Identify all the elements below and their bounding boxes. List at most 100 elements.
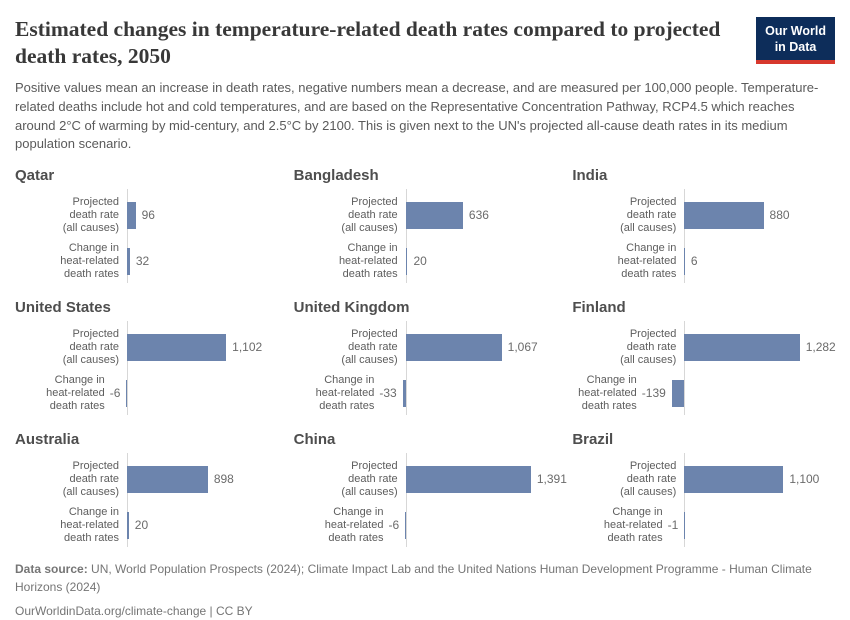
bar[interactable] xyxy=(127,466,208,493)
chart-subtitle: Positive values mean an increase in deat… xyxy=(15,79,835,154)
bar-value-label: 1,391 xyxy=(537,472,567,486)
page-title: Estimated changes in temperature-related… xyxy=(15,16,756,69)
facet-country-title: Australia xyxy=(15,431,278,449)
bar[interactable] xyxy=(127,202,136,229)
bar[interactable] xyxy=(406,466,531,493)
bar-track xyxy=(406,372,557,414)
bar-value-label: 1,100 xyxy=(789,472,819,486)
bar-value-label: 32 xyxy=(136,254,149,268)
bar-value-label: 636 xyxy=(469,208,489,222)
bar[interactable] xyxy=(127,334,226,361)
owid-logo-line2: in Data xyxy=(765,40,826,56)
bar-track: 898 xyxy=(127,458,278,500)
bar[interactable] xyxy=(684,248,685,275)
bar-value-label: 880 xyxy=(770,208,790,222)
bar[interactable] xyxy=(672,380,685,407)
bar-track: 6 xyxy=(684,240,835,282)
bar-value-label: 898 xyxy=(214,472,234,486)
bar[interactable] xyxy=(406,248,408,275)
bar-track: 1,391 xyxy=(406,458,557,500)
bar[interactable] xyxy=(127,248,130,275)
bar-value-label: 20 xyxy=(135,518,148,532)
bar[interactable] xyxy=(684,202,763,229)
bar-value-label: 1,282 xyxy=(806,340,836,354)
bar[interactable] xyxy=(406,202,463,229)
bar[interactable] xyxy=(684,466,783,493)
bar-value-label: -6 xyxy=(388,518,399,532)
bar-track: 1,282 xyxy=(684,326,835,368)
data-source-line: Data source: UN, World Population Prospe… xyxy=(15,561,835,596)
owid-logo[interactable]: Our World in Data xyxy=(756,17,835,64)
facet-country-title: India xyxy=(572,167,835,185)
bar-value-label: -1 xyxy=(668,518,679,532)
bar[interactable] xyxy=(406,334,502,361)
bar[interactable] xyxy=(127,512,129,539)
bar[interactable] xyxy=(405,512,406,539)
facet-country-title: Brazil xyxy=(572,431,835,449)
facet-country-title: Bangladesh xyxy=(294,167,557,185)
bar[interactable] xyxy=(403,380,406,407)
bar-value-label: 6 xyxy=(691,254,698,268)
bar-track xyxy=(684,504,835,546)
facet-country-title: Qatar xyxy=(15,167,278,185)
bar[interactable] xyxy=(126,380,127,407)
owid-logo-line1: Our World xyxy=(765,24,826,40)
facet-country-title: China xyxy=(294,431,557,449)
bar[interactable] xyxy=(684,334,799,361)
facet-country-title: Finland xyxy=(572,299,835,317)
bar-track xyxy=(406,504,557,546)
footer-link[interactable]: OurWorldinData.org/climate-change | CC B… xyxy=(15,603,835,620)
bar-track: 880 xyxy=(684,194,835,236)
